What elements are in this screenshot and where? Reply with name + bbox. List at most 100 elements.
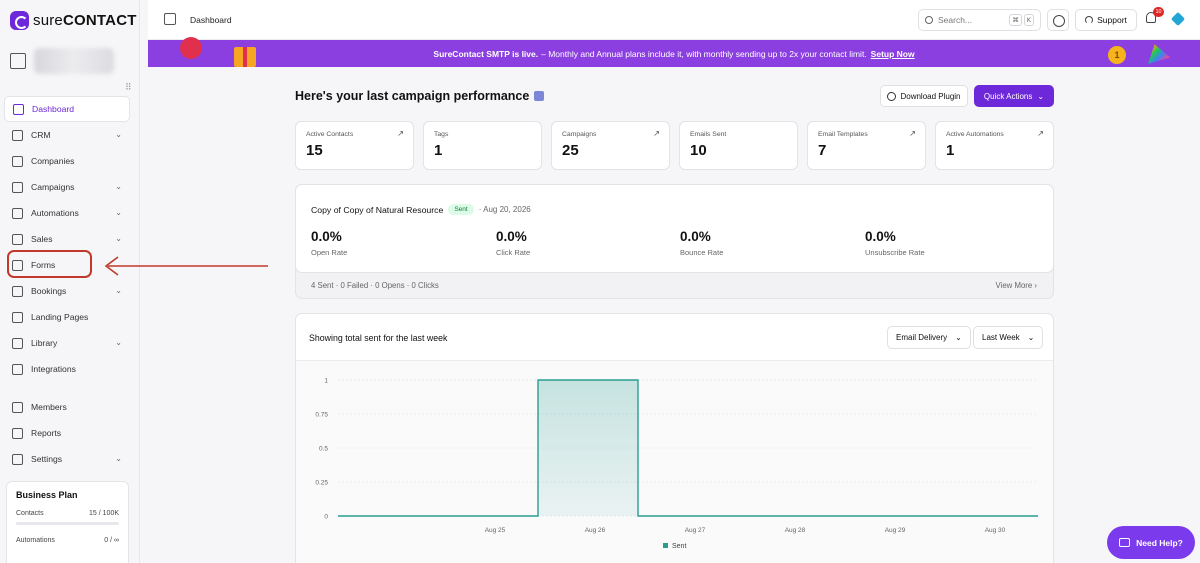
sidebar-item-campaigns[interactable]: Campaigns ⌄	[4, 174, 130, 200]
sidebar-resize-handle[interactable]: ⠿	[125, 82, 132, 92]
sidebar-item-settings[interactable]: Settings ⌄	[4, 446, 130, 472]
chevron-down-icon: ⌄	[115, 182, 122, 191]
arrow-up-right-icon[interactable]: ↗	[397, 129, 404, 138]
quick-actions-button[interactable]: Quick Actions ⌄	[974, 85, 1054, 107]
building-icon	[10, 53, 26, 69]
page-title: Dashboard	[190, 15, 232, 25]
wordpress-icon	[887, 91, 897, 101]
chevron-down-icon: ⌄	[115, 234, 122, 243]
layout-icon	[12, 311, 23, 323]
sidebar-item-label: Library	[31, 338, 58, 348]
sidebar-item-companies[interactable]: Companies	[4, 148, 130, 174]
metric-click-rate: 0.0% Click Rate	[496, 229, 530, 257]
y-tick-label: 0	[324, 514, 328, 521]
download-plugin-button[interactable]: Download Plugin	[880, 85, 968, 107]
arrow-up-right-icon[interactable]: ↗	[653, 129, 660, 138]
sidebar-item-dashboard[interactable]: Dashboard	[4, 96, 130, 122]
y-tick-label: 0.25	[315, 480, 328, 487]
sent-chart-card: Showing total sent for the last week Ema…	[295, 313, 1054, 563]
workspace-name-blurred	[34, 48, 114, 74]
setup-now-link[interactable]: Setup Now	[870, 48, 915, 59]
sidebar-toggle-icon[interactable]	[164, 13, 176, 25]
sidebar-nav: Dashboard CRM ⌄ Companies Campaigns ⌄ Automati…	[4, 96, 130, 472]
metric-label: Unsubscribe Rate	[865, 248, 925, 257]
account-icon[interactable]	[1170, 11, 1186, 27]
arrow-up-right-icon[interactable]: ↗	[909, 129, 916, 138]
sidebar-item-label: Automations	[31, 208, 79, 218]
stat-label: Campaigns	[562, 131, 597, 138]
sidebar-item-forms[interactable]: Forms	[4, 252, 130, 278]
sidebar-item-sales[interactable]: Sales ⌄	[4, 226, 130, 252]
annotation-arrow-icon	[104, 256, 268, 276]
legend-label-sent: Sent	[672, 543, 686, 550]
chevron-down-icon: ⌄	[115, 454, 122, 463]
campaign-name[interactable]: Copy of Copy of Natural Resource	[311, 204, 444, 215]
sidebar-item-label: Integrations	[31, 364, 76, 374]
announcement-banner: SureContact SMTP is live. – Monthly and …	[148, 37, 1200, 67]
support-button[interactable]: Support	[1075, 9, 1137, 31]
stat-card-active-contacts[interactable]: Active Contacts 15 ↗	[295, 121, 414, 170]
email-delivery-select[interactable]: Email Delivery ⌄	[887, 326, 971, 349]
search-shortcut: ⌘ K	[1009, 14, 1034, 26]
banner-text: – Monthly and Annual plans include it, w…	[541, 48, 867, 59]
sidebar-item-label: Campaigns	[31, 182, 75, 192]
sidebar-item-label: Settings	[31, 454, 63, 464]
sidebar-item-reports[interactable]: Reports	[4, 420, 130, 446]
megaphone-icon	[12, 181, 23, 193]
metric-unsubscribe-rate: 0.0% Unsubscribe Rate	[865, 229, 925, 257]
need-help-button[interactable]: Need Help?	[1107, 526, 1195, 559]
sidebar-item-landing-pages[interactable]: Landing Pages	[4, 304, 130, 330]
sidebar-item-library[interactable]: Library ⌄	[4, 330, 130, 356]
sidebar-item-label: Reports	[31, 428, 62, 438]
form-icon	[12, 259, 23, 271]
plan-contacts-row: Contacts 15 / 100K	[16, 510, 119, 517]
logo-text: sureCONTACT	[33, 11, 137, 29]
logo[interactable]: sureCONTACT	[10, 10, 137, 30]
stat-label: Email Templates	[818, 131, 868, 138]
chevron-down-icon: ⌄	[955, 333, 962, 342]
stat-value: 1	[946, 142, 955, 159]
briefcase-icon	[12, 233, 23, 245]
x-tick-label: Aug 29	[885, 527, 906, 534]
metric-label: Open Rate	[311, 248, 348, 257]
contact-card-icon	[12, 129, 23, 141]
chevron-down-icon: ⌄	[1027, 333, 1035, 342]
view-more-link[interactable]: View More ›	[995, 281, 1037, 290]
banner-headline: SureContact SMTP is live.	[433, 48, 539, 59]
bell-icon	[1146, 12, 1156, 23]
stat-card-active-automations[interactable]: Active Automations 1 ↗	[935, 121, 1054, 170]
campaign-title-row: Copy of Copy of Natural Resource Sent · …	[311, 204, 531, 215]
search-input[interactable]: Search... ⌘ K	[918, 9, 1041, 31]
contacts-usage-bar	[16, 522, 119, 525]
headset-icon	[1085, 16, 1094, 24]
campaign-card-body: Copy of Copy of Natural Resource Sent · …	[295, 184, 1054, 273]
sidebar-item-automations[interactable]: Automations ⌄	[4, 200, 130, 226]
stat-card-email-templates[interactable]: Email Templates 7 ↗	[807, 121, 926, 170]
chevron-down-icon: ⌄	[115, 130, 122, 139]
flow-icon	[12, 207, 23, 219]
chevron-down-icon: ⌄	[115, 338, 122, 347]
sidebar-item-integrations[interactable]: Integrations	[4, 356, 130, 382]
stat-value: 1	[434, 142, 443, 159]
stat-card-emails-sent: Emails Sent 10	[679, 121, 798, 170]
forms-highlight-annotation	[7, 250, 92, 278]
sidebar-item-members[interactable]: Members	[4, 394, 130, 420]
x-tick-label: Aug 26	[585, 527, 606, 534]
notification-badge: 10	[1153, 7, 1164, 17]
sidebar-item-bookings[interactable]: Bookings ⌄	[4, 278, 130, 304]
notifications-button[interactable]: 10	[1146, 7, 1164, 26]
globe-icon[interactable]	[1047, 9, 1069, 31]
sent-area-chart: 1 0.75 0.5 0.25 0 Aug 25 Aug 26 Aug 27 Aug 28 Aug…	[315, 378, 1038, 550]
metric-label: Click Rate	[496, 248, 531, 257]
workspace-switcher[interactable]	[10, 44, 135, 78]
arrow-up-right-icon[interactable]: ↗	[1037, 129, 1044, 138]
campaign-date: · Aug 20, 2026	[478, 205, 531, 214]
stat-card-campaigns[interactable]: Campaigns 25 ↗	[551, 121, 670, 170]
sidebar-item-crm[interactable]: CRM ⌄	[4, 122, 130, 148]
stat-label: Tags	[434, 131, 449, 138]
search-icon	[925, 16, 933, 24]
stat-label: Emails Sent	[690, 131, 727, 138]
date-range-select[interactable]: Last Week ⌄	[973, 326, 1044, 349]
calendar-icon	[12, 285, 23, 297]
sidebar: sureCONTACT ⠿ Dashboard CRM ⌄ Companies Camp…	[0, 0, 140, 563]
